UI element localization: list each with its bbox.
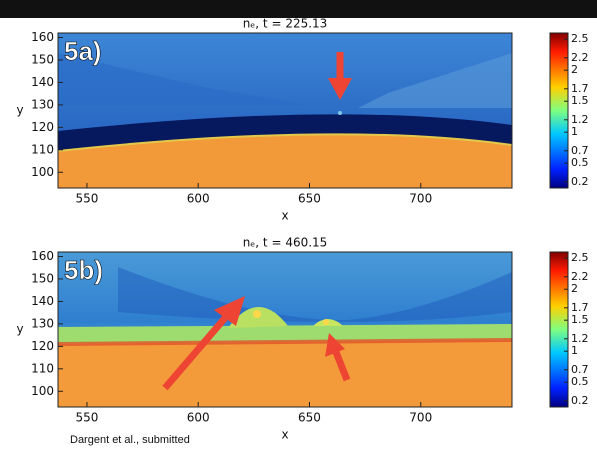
y-tick-label: 100 [31,384,54,398]
x-tick-label: 650 [298,192,321,206]
x-axis-label: x [281,209,288,223]
x-axis-label: x [281,428,288,442]
y-tick-label: 110 [31,361,54,375]
x-tick-label: 550 [75,411,98,425]
panel-label: 5b) [64,255,103,285]
y-tick-label: 160 [31,249,54,263]
colorbar-tick-label: 1.5 [571,94,589,107]
y-tick-label: 130 [31,97,54,111]
colorbar-tick-label: 2.5 [571,251,589,264]
colorbar-tick-label: 0.7 [571,363,589,376]
y-tick-label: 130 [31,316,54,330]
y-axis-label: y [16,103,23,117]
credit: Dargent et al., submitted [70,434,190,446]
x-tick-label: 550 [75,192,98,206]
y-tick-label: 120 [31,120,54,134]
x-tick-label: 600 [187,192,210,206]
x-tick-label: 700 [409,411,432,425]
figure: Dargent et al., submitted nₑ, t = 225.13… [0,0,597,455]
top-bar [0,0,597,18]
colorbar-tick-label: 0.2 [571,175,589,188]
colorbar-tick-label: 1 [571,344,578,357]
y-axis-label: y [16,322,23,336]
x-tick-label: 600 [187,411,210,425]
colorbar-tick-label: 2.2 [571,270,589,283]
chart-title: nₑ, t = 460.15 [243,236,328,250]
colorbar-tick-label: 1 [571,125,578,138]
colorbar-tick-label: 1.7 [571,301,589,314]
colorbar-tick-label: 1.2 [571,332,589,345]
colorbar-tick-label: 2 [571,282,578,295]
panel-label: 5a) [64,36,102,66]
colorbar-tick-label: 0.5 [571,375,589,388]
x-tick-label: 700 [409,192,432,206]
y-tick-label: 110 [31,142,54,156]
colorbar-tick-label: 2.2 [571,51,589,64]
colorbar [550,252,568,407]
y-tick-label: 140 [31,294,54,308]
chart-title: nₑ, t = 225.13 [243,17,328,31]
x-tick-label: 650 [298,411,321,425]
y-tick-label: 120 [31,339,54,353]
colorbar-tick-label: 1.5 [571,313,589,326]
y-tick-label: 150 [31,52,54,66]
colorbar-tick-label: 1.2 [571,113,589,126]
colorbar [550,33,568,188]
y-tick-label: 160 [31,30,54,44]
colorbar-tick-label: 1.7 [571,82,589,95]
colorbar-tick-label: 0.2 [571,394,589,407]
heatmap-image [58,33,512,188]
y-tick-label: 150 [31,271,54,285]
y-tick-label: 140 [31,75,54,89]
colorbar-tick-label: 2 [571,63,578,76]
heatmap-image [58,252,512,407]
y-tick-label: 100 [31,165,54,179]
colorbar-tick-label: 0.7 [571,144,589,157]
colorbar-tick-label: 0.5 [571,156,589,169]
colorbar-tick-label: 2.5 [571,32,589,45]
